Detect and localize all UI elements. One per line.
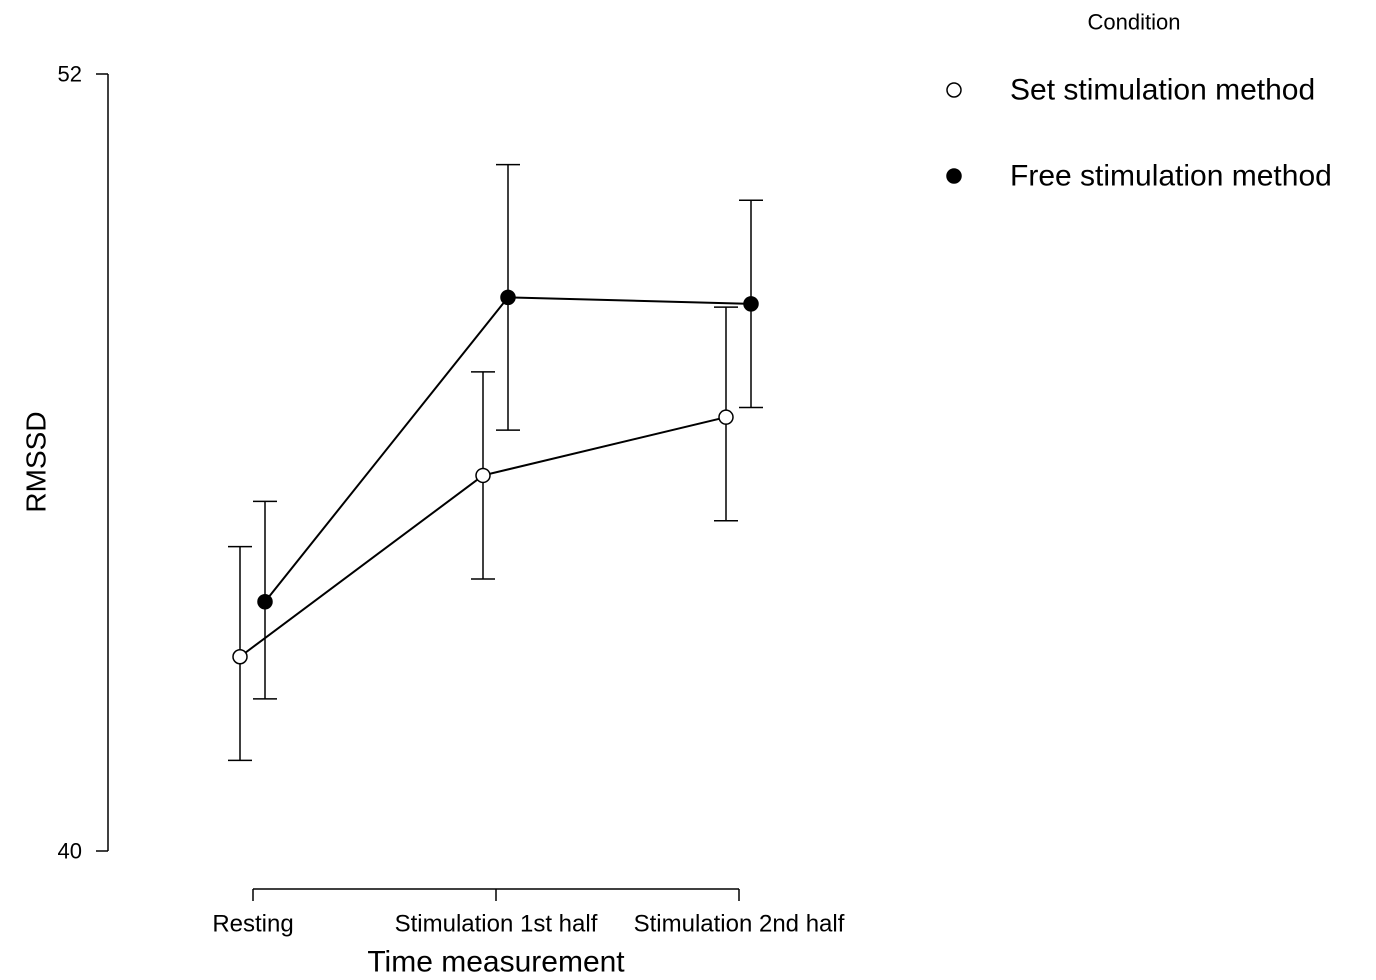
y-tick-label-top: 52 [58, 62, 82, 87]
x-tick-label-stimulation-1st-half: Stimulation 1st half [395, 911, 598, 938]
y-axis: 52 40 RMSSD [21, 62, 109, 864]
y-tick-label-bottom: 40 [58, 839, 82, 864]
x-tick-label-resting: Resting [212, 911, 293, 938]
x-tick-label-stimulation-2nd-half: Stimulation 2nd half [634, 911, 845, 938]
series-free-stimulation-method [253, 163, 763, 700]
legend-title: Condition [1088, 10, 1181, 35]
y-axis-label: RMSSD [21, 411, 52, 512]
legend-marker-free-stimulation [946, 168, 962, 184]
data-point-set-stimulation-0 [232, 649, 248, 665]
data-point-free-stimulation-1 [500, 289, 516, 306]
data-point-set-stimulation-1 [475, 467, 491, 484]
legend: Condition Set stimulation method Free st… [946, 10, 1332, 193]
data-point-free-stimulation-0 [257, 593, 273, 610]
x-axis: Resting Stimulation 1st half Stimulation… [212, 888, 845, 979]
data-point-set-stimulation-2 [718, 409, 734, 425]
legend-label-free-stimulation: Free stimulation method [1010, 160, 1332, 193]
legend-label-set-stimulation: Set stimulation method [1010, 74, 1315, 107]
x-axis-label: Time measurement [367, 946, 625, 979]
data-point-free-stimulation-2 [743, 296, 759, 312]
series-set-stimulation-method [228, 306, 738, 762]
legend-marker-set-stimulation [946, 82, 962, 98]
